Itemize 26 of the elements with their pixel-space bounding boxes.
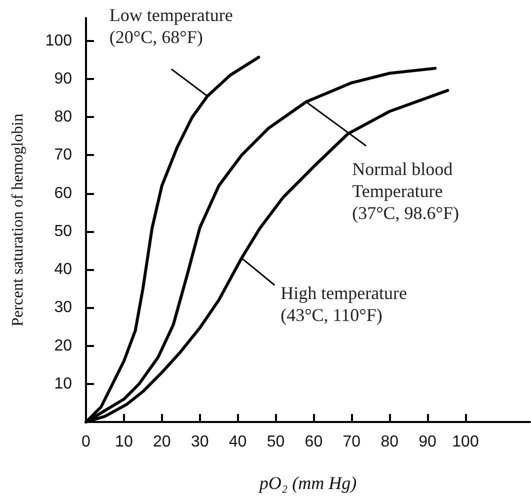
y-tick-label: 30 <box>54 299 72 316</box>
y-tick-label: 80 <box>54 108 72 126</box>
annotation: Low temperature (20°C, 68°F) <box>109 5 233 48</box>
y-tick-label: 40 <box>54 261 72 278</box>
x-tick-label: 10 <box>115 434 133 450</box>
y-tick-label: 20 <box>54 337 72 354</box>
y-tick-label: 50 <box>54 222 72 240</box>
y-tick-label: 100 <box>45 32 72 50</box>
x-tick-label: 50 <box>266 434 285 450</box>
y-tick-label: 90 <box>54 70 72 88</box>
x-tick-label: 70 <box>342 434 361 450</box>
x-tick-label: 30 <box>190 434 209 450</box>
annotation: Normal blood Temperature (37°C, 98.6°F) <box>352 158 460 223</box>
y-tick-label: 70 <box>54 146 72 164</box>
y-tick-label: 60 <box>54 184 72 202</box>
y-axis-title: Percent saturation of hemoglobin <box>10 114 26 326</box>
x-tick-label: 80 <box>380 434 399 450</box>
y-tick-label: 10 <box>54 375 72 392</box>
x-axis-title: pO₂ (mm Hg) <box>257 473 357 493</box>
x-tick-label: 100 <box>452 434 479 450</box>
x-tick-label: 90 <box>418 434 437 450</box>
x-tick-label: 0 <box>82 434 91 450</box>
annotation: High temperature (43°C, 110°F) <box>280 283 408 326</box>
x-tick-label: 40 <box>228 434 247 450</box>
x-tick-label: 20 <box>153 434 171 450</box>
x-tick-label: 60 <box>304 434 323 450</box>
